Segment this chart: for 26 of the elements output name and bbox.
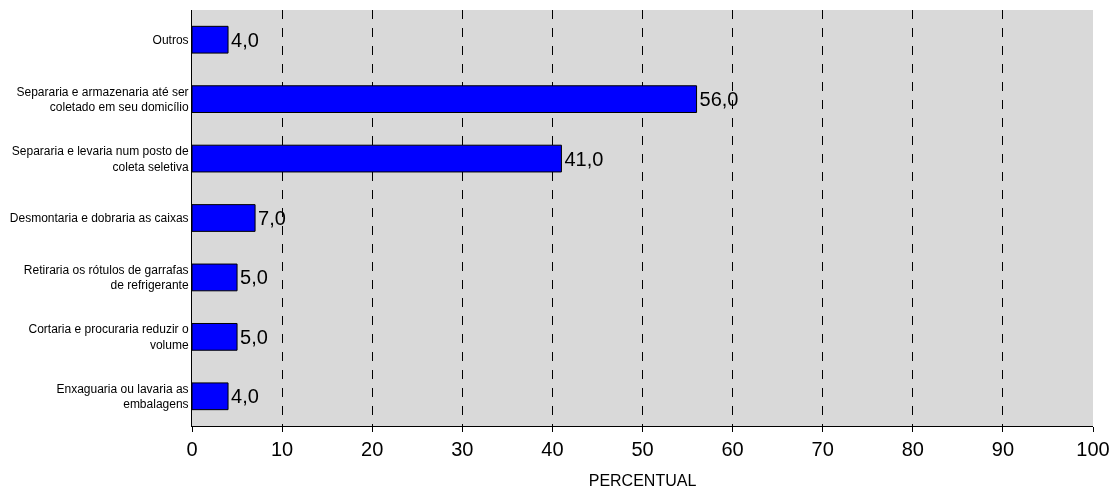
y-tick-label: Outros <box>152 32 189 47</box>
x-tick-label: 90 <box>991 438 1015 460</box>
y-tick-label: Cortaria e procuraria reduzir o volume <box>28 322 189 352</box>
data-label: 4,0 <box>231 385 259 408</box>
y-tick-label: Retiraria os rótulos de garrafas de refrigerante <box>23 262 189 293</box>
y-tick-label: Separaria e armazenaria até ser coletado em seu domicílio <box>16 84 189 115</box>
data-label: 56,0 <box>699 88 739 111</box>
x-axis-title: PERCENTUAL <box>588 471 697 489</box>
x-tick-label: 100 <box>1076 438 1110 460</box>
x-tick-label: 30 <box>451 438 474 460</box>
y-tick-label: Separaria e levaria num posto de coleta seletiva <box>11 143 189 174</box>
y-tick-label: Desmontaria e dobraria as caixas <box>9 211 189 226</box>
data-label: 5,0 <box>240 266 268 289</box>
x-tick-label: 50 <box>631 438 654 460</box>
x-tick-label: 10 <box>270 438 294 460</box>
data-label: 41,0 <box>564 147 604 170</box>
x-tick-label: 40 <box>541 438 564 460</box>
x-tick-label: 80 <box>901 438 924 460</box>
data-label: 4,0 <box>231 28 259 51</box>
data-label: 7,0 <box>258 207 286 229</box>
data-label: 5,0 <box>240 325 268 348</box>
x-tick-label: 60 <box>721 438 744 460</box>
x-tick-label: 70 <box>811 438 834 460</box>
y-tick-label: Enxaguaria ou lavaria as embalagens <box>56 381 189 412</box>
x-tick-label: 0 <box>186 438 198 460</box>
x-tick-label: 20 <box>361 438 384 460</box>
